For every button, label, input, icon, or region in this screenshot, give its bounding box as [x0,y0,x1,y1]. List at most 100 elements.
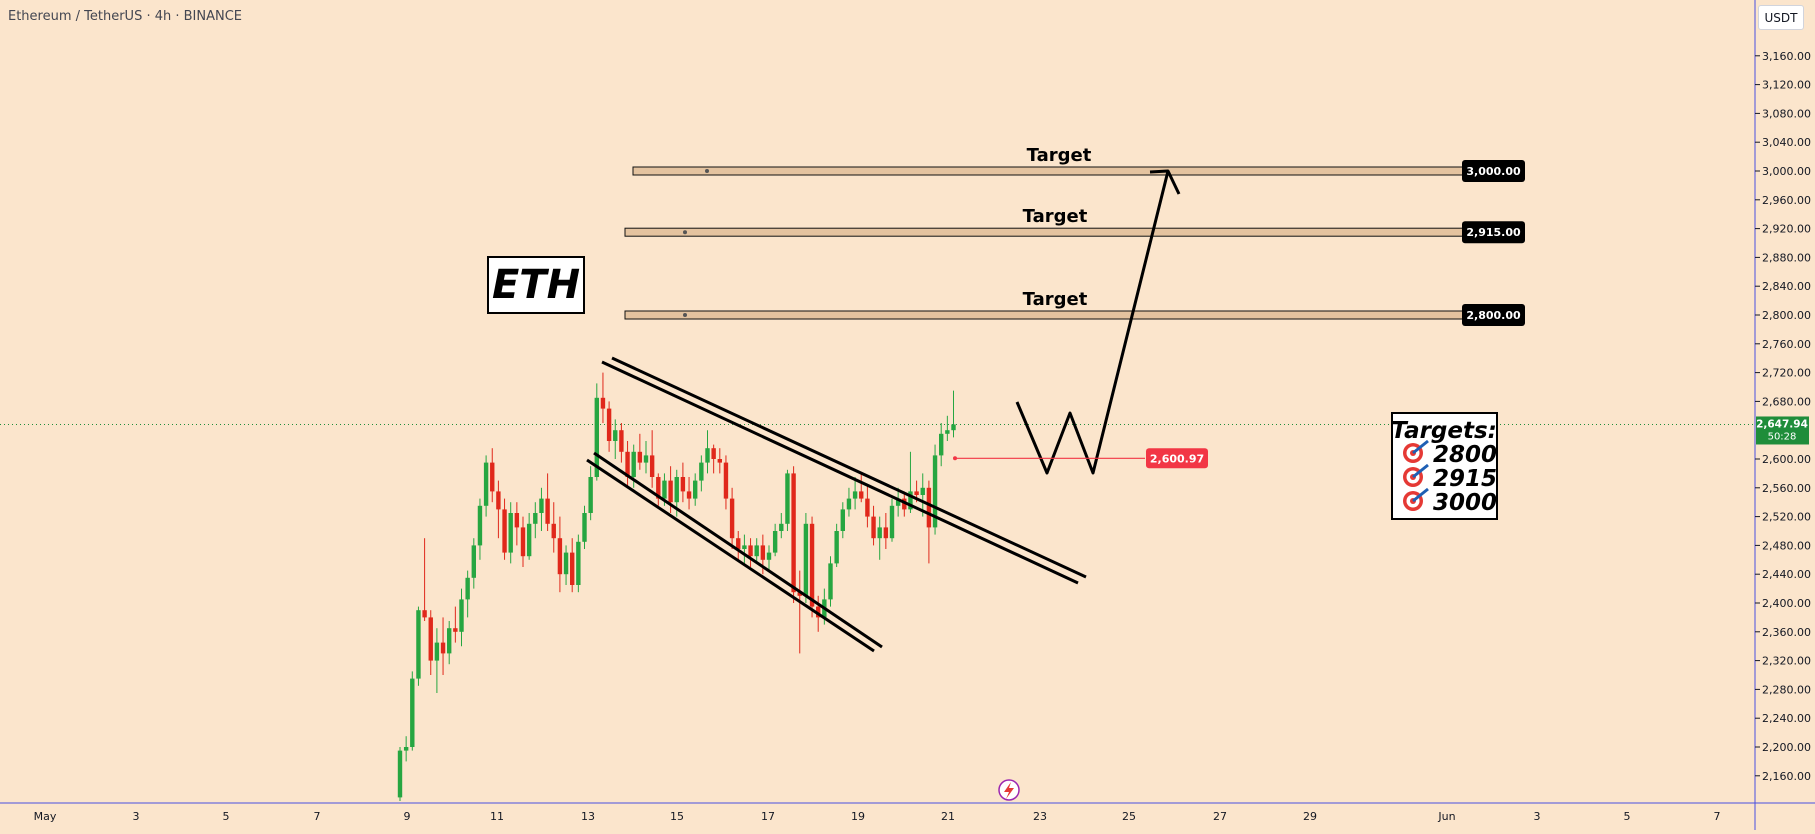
time-axis[interactable]: May 3 5 7 9 11 13 15 17 19 21 23 25 27 29 Jun 3 5 7 [34,810,1721,823]
target-levels: Target 2,800.00 Target 2,915.00 Target 3,000.… [624,145,1525,326]
candle-body [477,505,483,546]
eth-label-box[interactable] [487,256,585,314]
candle-body [791,473,796,593]
time-tick-label: 17 [761,810,775,823]
price-tick-label: 2,360.00 [1762,626,1811,639]
time-tick-label: 11 [490,810,504,823]
candle-body [951,424,956,431]
candle-body [803,523,809,596]
candle-body [926,487,932,528]
price-tick-label: 2,400.00 [1762,597,1811,610]
candle-body [736,538,741,549]
candle-body [410,678,415,747]
candle-countdown-label: 50:28 [1768,431,1797,442]
candle-body [754,545,759,557]
target-zone-anchor [683,230,687,235]
projection-path[interactable] [1015,170,1170,475]
channel-upper-line-a[interactable] [601,360,1079,585]
target-zone[interactable] [624,227,1466,237]
candle-body [496,491,501,510]
symbol-title[interactable]: Ethereum / TetherUS · 4h · BINANCE [8,9,243,24]
entry-price-label: 2,600.97 [1150,452,1204,465]
candle-body [711,448,716,459]
price-tick-label: 2,480.00 [1762,539,1811,552]
candle-body [526,523,532,557]
price-tick-label: 2,440.00 [1762,568,1811,581]
price-tick-label: 2,520.00 [1762,511,1811,524]
price-tick-label: 2,840.00 [1762,280,1811,293]
candle-body [514,513,520,528]
candle-body [939,433,944,456]
candle-body [852,491,858,499]
entry-price-badge [1146,448,1208,469]
candle-body [533,513,538,524]
falling-channel[interactable] [586,356,1087,653]
channel-lower-line-a[interactable] [586,458,875,653]
target-level-label: 3,000.00 [1466,165,1521,178]
candle-body [600,397,606,409]
candle-body [490,462,495,492]
time-tick-label: 29 [1303,810,1317,823]
candle-body [816,606,821,618]
candle-body [674,477,679,503]
price-tick-label: 2,960.00 [1762,194,1811,207]
candle-body [453,628,458,632]
target-title: Target [1023,289,1088,310]
channel-upper-line-b[interactable] [611,356,1087,579]
price-tick-label: 2,560.00 [1762,482,1811,495]
target-zone-anchor [683,313,687,317]
target-icon [1403,463,1429,487]
target-level-badge [1462,221,1525,244]
candle-body [693,480,698,499]
candle-body [662,480,667,499]
price-tick-label: 2,240.00 [1762,712,1811,725]
lightning-icon[interactable] [998,779,1020,801]
candle-body [865,498,870,517]
price-tick-label: 2,320.00 [1762,655,1811,668]
candle-body [846,498,852,510]
candle-body [428,617,433,661]
target-zone-anchor [705,169,709,173]
target-title: Target [1027,145,1092,166]
targets-box-item: 2915 [1433,466,1497,492]
candle-body [945,430,950,434]
price-tick-label: 3,160.00 [1762,50,1811,63]
candle-body [434,642,440,661]
candle-body [717,459,722,463]
target-zone[interactable] [624,310,1466,320]
target-level-label: 2,915.00 [1466,226,1521,239]
candle-body [643,455,649,463]
candle-body [742,545,747,549]
price-tick-label: 3,120.00 [1762,79,1811,92]
time-tick-label: 19 [851,810,865,823]
price-tick-label: 2,200.00 [1762,741,1811,754]
time-tick-label: Jun [1437,810,1455,823]
time-tick-label: 15 [670,810,684,823]
candle-body [465,577,470,600]
candle-body [760,545,766,560]
candle-body [576,541,581,585]
current-price-badge [1756,416,1809,445]
candle-body [416,610,421,679]
price-tick-label: 2,760.00 [1762,338,1811,351]
candle-body [920,487,925,495]
time-tick-label: 5 [1624,810,1631,823]
currency-button[interactable]: USDT [1758,5,1804,30]
candle-body [797,592,802,596]
candle-body [859,491,864,499]
candle-body [908,491,913,510]
candle-body [422,610,427,618]
candle-body [883,527,889,539]
time-tick-label: 3 [133,810,140,823]
candle-body [502,509,507,553]
targets-box[interactable]: Targets: 2800 2915 3000 [1391,412,1498,520]
candle-body [668,480,673,503]
price-tick-label: 2,280.00 [1762,683,1811,696]
targets-box-item: 2800 [1433,442,1497,468]
channel-lower-line-b[interactable] [593,451,883,649]
candle-body [877,527,882,539]
price-tick-label: 2,880.00 [1762,251,1811,264]
target-zone[interactable] [632,166,1466,176]
